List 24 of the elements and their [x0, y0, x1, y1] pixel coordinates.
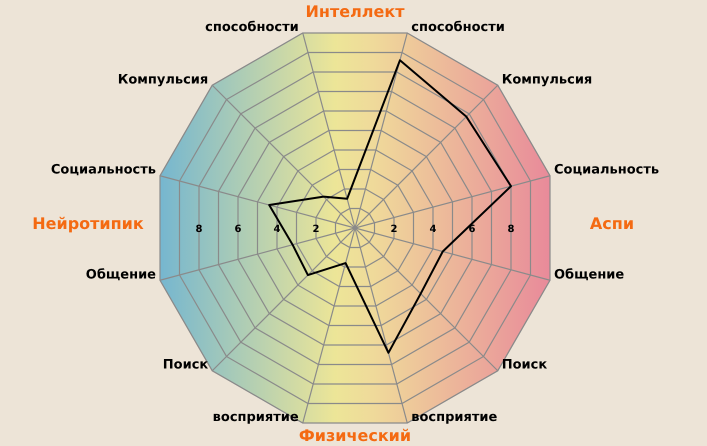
spoke-label: Общение: [554, 267, 624, 282]
spoke-label: Компульсия: [502, 72, 592, 88]
text: Нейротипик: [32, 214, 144, 233]
spoke-label: Компульсия: [118, 72, 208, 88]
spoke-label: Общение: [86, 267, 156, 282]
spoke-label: восприятие: [212, 410, 299, 425]
y-tick-label: 8: [196, 224, 203, 235]
text: Аспи: [590, 214, 634, 233]
y-tick-label: 6: [234, 224, 242, 235]
text: Физический: [298, 426, 412, 445]
spoke-label: Социальность: [554, 162, 660, 178]
spoke-label: Поиск: [162, 358, 208, 373]
spoke-label: Поиск: [502, 358, 548, 373]
spoke-label: восприятие: [411, 410, 498, 425]
spoke-label: Социальность: [50, 162, 156, 178]
y-tick-label: 4: [274, 224, 281, 235]
y-tick-label: 8: [508, 224, 515, 235]
y-tick-label: 6: [468, 224, 476, 235]
text: Интеллект: [306, 2, 406, 21]
spoke-label: способности: [411, 20, 505, 35]
spoke-label: способности: [205, 20, 299, 35]
y-tick-label: 2: [390, 224, 398, 235]
y-tick-label: 4: [430, 224, 437, 235]
y-tick-label: 2: [312, 224, 320, 235]
